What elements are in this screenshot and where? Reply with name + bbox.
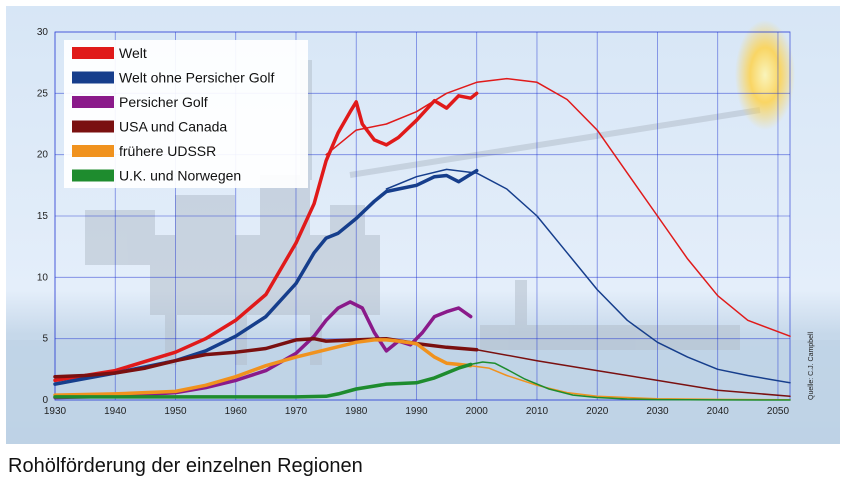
y-tick-label: 15 <box>37 211 49 222</box>
x-tick-label: 1950 <box>164 406 187 417</box>
y-tick-label: 10 <box>37 272 49 283</box>
y-tick-label: 20 <box>37 150 49 161</box>
series-line-welt-ohne-persicher-golf <box>53 168 479 386</box>
x-tick-label: 1930 <box>44 406 67 417</box>
plot-area-border <box>54 31 791 401</box>
x-tick-label: 1990 <box>405 406 428 417</box>
legend-swatch <box>72 96 114 108</box>
chart-legend: Welt Welt ohne Persicher Golf Persicher Go… <box>64 40 308 188</box>
y-tick-label: 25 <box>37 88 49 99</box>
legend-swatch <box>72 145 114 157</box>
background-photo <box>6 6 840 444</box>
series-line-welt <box>53 91 479 383</box>
x-tick-label: 1970 <box>285 406 308 417</box>
legend-swatch <box>72 169 114 182</box>
chart-caption: Rohölförderung der einzelnen Regionen <box>8 455 363 477</box>
legend-label: frühere UDSSR <box>119 143 216 159</box>
legend-label: Welt <box>119 45 147 61</box>
y-tick-label: 30 <box>37 27 49 38</box>
series-line-usa-und-canada <box>475 348 791 398</box>
series-line-welt <box>325 77 791 337</box>
legend-label: U.K. und Norwegen <box>119 168 241 184</box>
x-tick-label: 1940 <box>104 406 127 417</box>
x-tick-label: 2000 <box>466 406 489 417</box>
legend-swatch <box>72 71 114 84</box>
y-tick-label: 0 <box>42 395 48 406</box>
series-line-u-k-und-norwegen <box>469 361 791 401</box>
y-tick-label: 5 <box>42 334 48 345</box>
x-tick-label: 2030 <box>646 406 669 417</box>
y-axis-ticks: 0 5 10 15 20 25 30 <box>37 27 49 406</box>
legend-label: USA und Canada <box>119 119 227 135</box>
data-series <box>53 77 791 401</box>
x-tick-label: 2040 <box>707 406 730 417</box>
x-tick-label: 2010 <box>526 406 549 417</box>
source-note: Quelle: C.J. Campbell <box>808 331 815 400</box>
legend-swatch <box>72 120 114 133</box>
legend-swatch <box>72 47 114 59</box>
series-line-persicher-golf <box>53 300 473 400</box>
x-tick-label: 2050 <box>767 406 790 417</box>
x-tick-label: 1980 <box>345 406 368 417</box>
x-tick-label: 2020 <box>586 406 609 417</box>
series-line-u-k-und-norwegen <box>53 362 473 399</box>
series-line-frühere-udssr <box>53 338 473 397</box>
x-axis-ticks: 1930 1940 1950 1960 1970 1980 1990 2000 2010 2020… <box>44 406 790 417</box>
legend-label: Welt ohne Persicher Golf <box>119 70 274 86</box>
legend-box <box>64 40 308 188</box>
plot-frame <box>54 31 791 401</box>
x-tick-label: 1960 <box>225 406 248 417</box>
series-line-welt-ohne-persicher-golf <box>385 168 791 384</box>
legend-label: Persicher Golf <box>119 94 208 110</box>
